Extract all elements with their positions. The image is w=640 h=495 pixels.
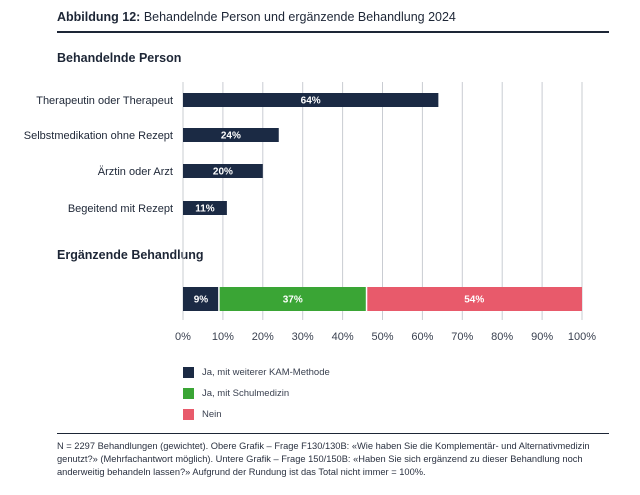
section-title-ergaenzende-behandlung: Ergänzende Behandlung (57, 248, 204, 262)
x-tick-label-0: 0% (175, 331, 191, 343)
category-label-1: Selbstmedikation ohne Rezept (24, 130, 173, 142)
legend-item-1: Ja, mit Schulmedizin (183, 383, 330, 404)
bar-2 (183, 164, 263, 178)
legend-label-1: Ja, mit Schulmedizin (202, 388, 290, 399)
section-title-behandelnde-person: Behandelnde Person (57, 51, 182, 65)
x-tick-label-30: 30% (292, 331, 314, 343)
bar-3 (183, 201, 227, 215)
legend-swatch-1 (183, 388, 194, 399)
stacked-value-label-2: 54% (464, 295, 484, 306)
bar-value-label-0: 64% (301, 96, 321, 107)
bar-value-label-3: 11% (195, 204, 215, 215)
x-tick-label-70: 70% (451, 331, 473, 343)
x-tick-label-90: 90% (531, 331, 553, 343)
legend-swatch-2 (183, 409, 194, 420)
legend-swatch-0 (183, 367, 194, 378)
legend-label-2: Nein (202, 409, 222, 420)
x-tick-label-80: 80% (491, 331, 513, 343)
bar-1 (183, 128, 279, 142)
x-tick-label-40: 40% (332, 331, 354, 343)
bar-0 (183, 93, 439, 107)
footnote: N = 2297 Behandlungen (gewichtet). Obere… (57, 441, 590, 477)
x-tick-label-20: 20% (252, 331, 274, 343)
stacked-segment-1 (218, 287, 367, 311)
x-tick-label-100: 100% (568, 331, 596, 343)
category-label-0: Therapeutin oder Therapeut (36, 95, 173, 107)
legend-item-0: Ja, mit weiterer KAM-Methode (183, 362, 330, 383)
stacked-segment-0 (183, 287, 219, 311)
category-label-3: Begeitend mit Rezept (68, 203, 173, 215)
bar-value-label-2: 20% (213, 167, 233, 178)
category-label-2: Ärztin oder Arzt (98, 166, 173, 178)
stacked-segment-2 (366, 287, 582, 311)
figure-title-text: Behandelnde Person und ergänzende Behand… (143, 10, 456, 24)
stacked-value-label-1: 37% (283, 295, 303, 306)
x-tick-label-50: 50% (371, 331, 393, 343)
legend: Ja, mit weiterer KAM-Methode Ja, mit Schu… (183, 362, 330, 425)
stacked-value-label-0: 9% (194, 295, 209, 306)
bar-value-label-1: 24% (221, 131, 241, 142)
top-divider (57, 31, 609, 33)
x-tick-label-10: 10% (212, 331, 234, 343)
legend-label-0: Ja, mit weiterer KAM-Methode (202, 367, 330, 378)
x-tick-label-60: 60% (411, 331, 433, 343)
legend-item-2: Nein (183, 404, 330, 425)
figure-label: Abbildung 12: (57, 10, 141, 24)
bottom-divider (57, 433, 609, 434)
figure-title: Abbildung 12: Behandelnde Person und erg… (57, 10, 456, 24)
